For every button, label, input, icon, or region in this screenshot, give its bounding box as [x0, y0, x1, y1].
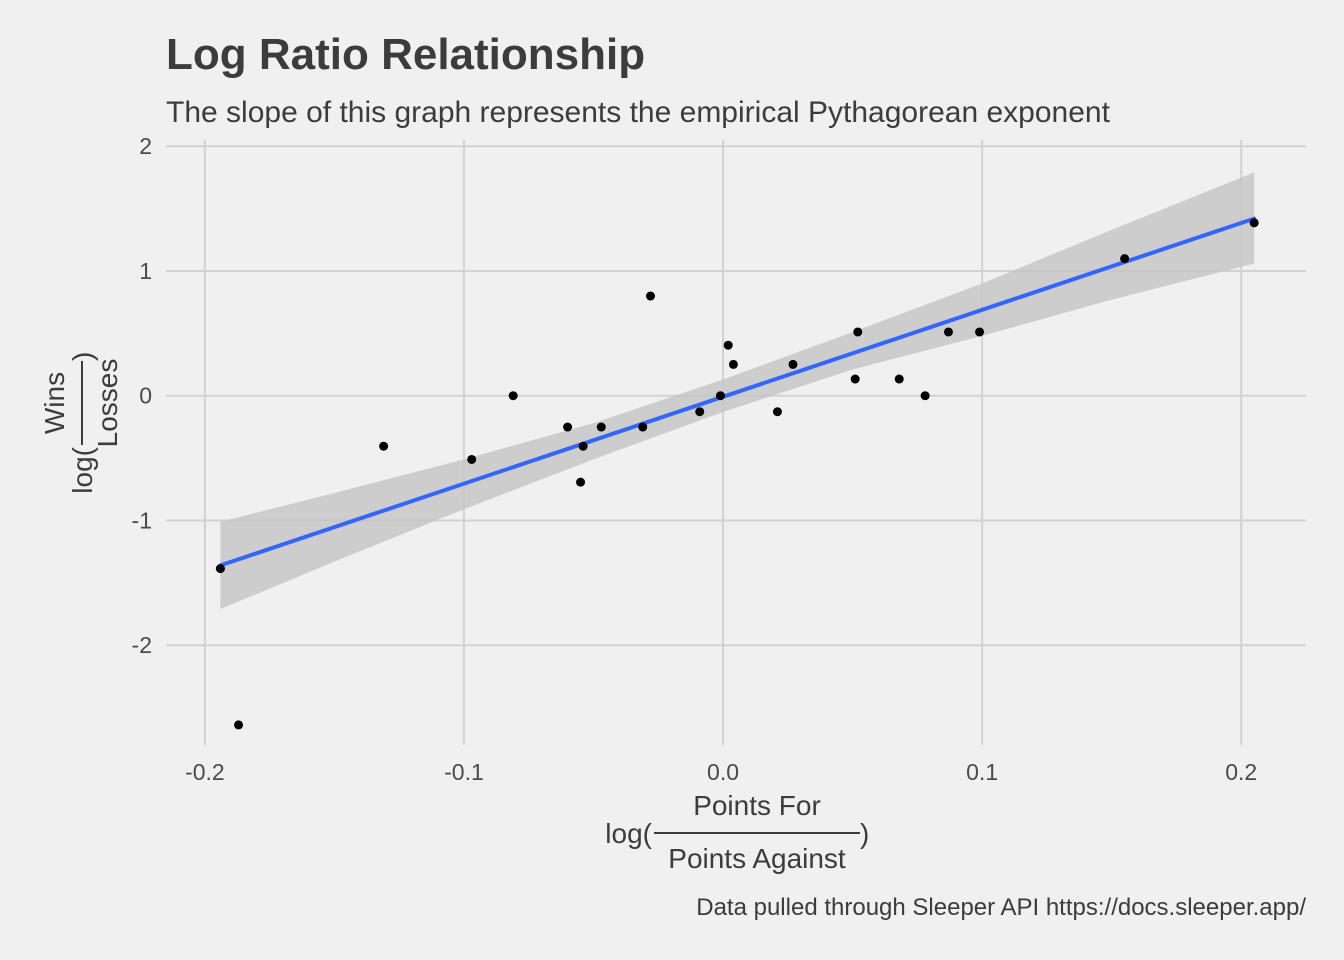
x-axis-label: log( Points For Points Against ) — [605, 790, 869, 874]
x-tick-label: 0.2 — [1225, 759, 1257, 785]
data-point — [975, 327, 985, 337]
data-point — [215, 564, 225, 574]
data-point — [646, 291, 655, 301]
data-point — [943, 327, 953, 337]
y-tick-label: -2 — [132, 632, 152, 658]
y-tick-label: 1 — [139, 258, 152, 284]
x-label-numerator: Points For — [693, 790, 821, 821]
data-point — [894, 374, 904, 384]
tick-labels: -0.2 -0.1 0.0 0.1 0.2 2 1 0 -1 -2 — [132, 133, 1258, 785]
x-tick-label: 0.0 — [707, 759, 739, 785]
y-label-denominator: Losses — [92, 359, 123, 448]
data-point — [379, 441, 389, 451]
data-point — [467, 454, 477, 464]
x-tick-label: -0.1 — [444, 759, 484, 785]
chart-title: Log Ratio Relationship — [166, 30, 646, 79]
data-point — [234, 720, 244, 730]
data-point — [596, 422, 606, 432]
chart-caption: Data pulled through Sleeper API https://… — [696, 894, 1306, 921]
data-point — [715, 391, 725, 401]
data-point — [578, 441, 588, 451]
data-point — [638, 422, 648, 432]
y-tick-label: 0 — [139, 383, 152, 409]
y-tick-label: -1 — [132, 507, 152, 533]
x-label-prefix: log( — [605, 818, 652, 849]
y-label-prefix: log( — [67, 446, 98, 493]
data-point — [508, 391, 518, 401]
x-label-suffix: ) — [860, 818, 869, 849]
x-tick-label: -0.2 — [185, 759, 225, 785]
data-point — [1120, 254, 1130, 264]
data-point — [850, 374, 860, 384]
data-point — [723, 340, 733, 350]
y-label-numerator: Wins — [39, 372, 70, 434]
y-label-suffix: ) — [67, 352, 98, 361]
data-point — [853, 327, 863, 337]
data-point — [788, 359, 798, 369]
data-point — [920, 391, 930, 401]
data-point — [728, 359, 738, 369]
data-points — [215, 218, 1259, 730]
data-point — [1249, 218, 1259, 228]
data-point — [563, 422, 573, 432]
y-axis-label: log( Wins Losses ) — [39, 352, 123, 494]
chart-subtitle: The slope of this graph represents the e… — [166, 96, 1110, 129]
x-tick-label: 0.1 — [966, 759, 998, 785]
data-point — [695, 407, 705, 417]
trend-line — [218, 216, 1257, 568]
y-tick-label: 2 — [139, 133, 152, 159]
data-point — [772, 407, 782, 417]
data-point — [576, 477, 586, 487]
x-label-denominator: Points Against — [668, 843, 846, 874]
trend-line-group — [218, 216, 1257, 568]
